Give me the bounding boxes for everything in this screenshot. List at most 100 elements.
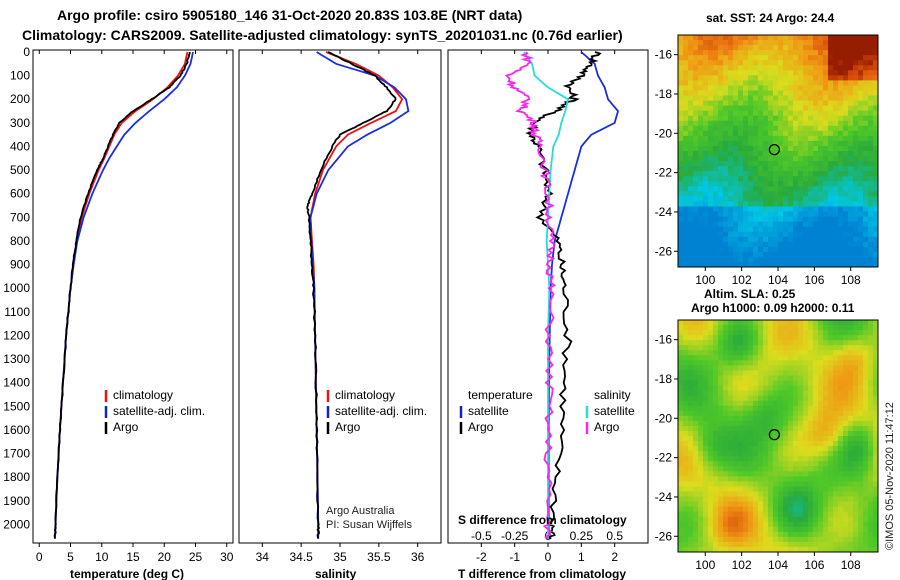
map-cell — [868, 50, 874, 56]
map-cell — [753, 55, 759, 61]
map-cell — [858, 75, 864, 81]
map-cell — [808, 436, 814, 442]
map-cell — [713, 481, 719, 487]
map-cell — [828, 385, 834, 392]
map-cell — [828, 466, 834, 472]
map-cell — [788, 486, 794, 492]
map-cell — [803, 140, 809, 147]
legend-climatology-label: climatology — [335, 388, 395, 402]
map-cell — [743, 176, 749, 182]
map-cell — [688, 176, 694, 182]
map-cell — [833, 501, 839, 508]
map-cell — [678, 221, 684, 228]
depth-tick-label: 1300 — [3, 352, 30, 366]
map-cell — [813, 55, 819, 61]
map-cell — [733, 350, 739, 356]
map-cell — [723, 65, 729, 71]
map-cell — [818, 226, 824, 233]
map-cell — [808, 120, 814, 127]
map-cell — [783, 171, 789, 177]
map-cell — [793, 156, 799, 162]
map-cell — [828, 491, 834, 497]
map-cell — [678, 186, 684, 192]
map-cell — [723, 511, 729, 518]
map-cell — [688, 241, 694, 248]
map-cell — [843, 226, 849, 233]
map-cell — [778, 221, 784, 228]
map-cell — [838, 181, 844, 187]
map-cell — [828, 456, 834, 462]
map-cell — [823, 191, 829, 197]
map-cell — [838, 491, 844, 497]
map-cell — [698, 201, 704, 207]
map-cell — [803, 546, 809, 553]
map-cell — [743, 400, 749, 407]
map-cell — [773, 506, 779, 513]
map-cell — [783, 50, 789, 56]
map-cell — [793, 211, 799, 217]
map-cell — [808, 186, 814, 192]
map-cell — [738, 420, 744, 427]
map-cell — [848, 231, 854, 238]
map-cell — [788, 90, 794, 96]
map-cell — [718, 140, 724, 147]
map-cell — [698, 70, 704, 76]
map-cell — [748, 476, 754, 482]
map-cell — [818, 171, 824, 177]
map-cell — [843, 436, 849, 442]
map-cell — [788, 526, 794, 533]
map-cell — [718, 516, 724, 523]
map-cell — [748, 456, 754, 462]
map-cell — [823, 461, 829, 467]
map-cell — [783, 400, 789, 407]
sla-map-panel: Altim. SLA: 0.25 Argo h1000: 0.09 h2000:… — [655, 287, 879, 572]
map-cell — [788, 320, 794, 326]
map-cell — [773, 526, 779, 533]
map-cell — [818, 201, 824, 207]
map-cell — [733, 166, 739, 172]
map-cell — [678, 35, 684, 41]
map-cell — [798, 75, 804, 81]
map-cell — [748, 521, 754, 528]
map-cell — [728, 486, 734, 492]
map-cell — [718, 201, 724, 207]
map-cell — [683, 486, 689, 492]
map-cell — [853, 405, 859, 412]
map-cell — [788, 45, 794, 51]
map-cell — [858, 400, 864, 407]
map-cell — [713, 345, 719, 351]
map-cell — [868, 420, 874, 427]
map-cell — [723, 420, 729, 427]
map-cell — [733, 251, 739, 258]
map-cell — [693, 400, 699, 407]
map-cell — [688, 521, 694, 528]
map-cell — [763, 501, 769, 508]
map-cell — [778, 140, 784, 147]
map-cell — [763, 135, 769, 142]
map-cell — [853, 420, 859, 427]
map-cell — [823, 85, 829, 91]
map-cell — [748, 430, 754, 437]
map-x-tick-label: 104 — [768, 558, 788, 572]
map-cell — [788, 340, 794, 346]
map-cell — [708, 100, 714, 107]
map-cell — [788, 476, 794, 482]
map-cell — [758, 415, 764, 422]
map-cell — [833, 451, 839, 457]
map-cell — [763, 246, 769, 253]
map-cell — [678, 335, 684, 341]
map-cell — [698, 405, 704, 412]
map-cell — [863, 151, 869, 157]
map-cell — [843, 120, 849, 127]
map-cell — [863, 216, 869, 223]
map-cell — [778, 151, 784, 157]
map-cell — [853, 181, 859, 187]
map-cell — [838, 430, 844, 437]
map-cell — [773, 536, 779, 543]
map-cell — [828, 461, 834, 467]
map-cell — [693, 100, 699, 107]
map-cell — [758, 496, 764, 502]
map-cell — [768, 251, 774, 258]
map-cell — [798, 50, 804, 56]
map-cell — [683, 176, 689, 182]
